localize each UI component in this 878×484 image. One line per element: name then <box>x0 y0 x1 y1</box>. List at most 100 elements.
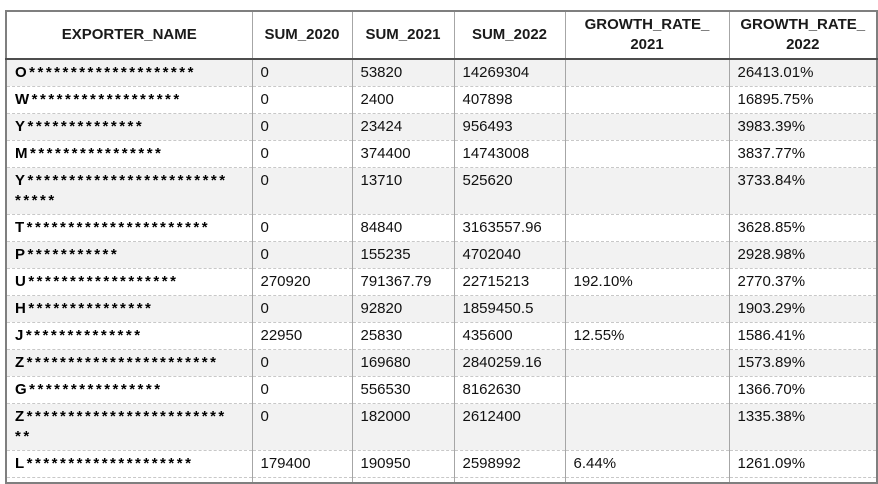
growth_2021-cell <box>564 214 730 242</box>
growth_2021-cell: 6.44% <box>564 450 730 478</box>
exporter-name-cell: Y***************************** <box>5 167 253 215</box>
sum_2022-cell: 4702040 <box>453 241 566 269</box>
growth_2022-cell: 26413.01% <box>728 59 878 87</box>
exporter-name-cell: O******************** <box>5 59 253 87</box>
table-row: T********************** 0 84840 3163557.96 3… <box>5 214 878 242</box>
table-row: L******************** 179400 190950 2598992… <box>5 450 878 478</box>
growth_2021-cell <box>564 349 730 377</box>
column-header-name: EXPORTER_NAME <box>5 11 253 60</box>
exporter-name-cell: Y************** <box>5 113 253 141</box>
table-row: J************** 22950 25830 435600 12.55% 158… <box>5 322 878 350</box>
growth_2021-cell: 192.10% <box>564 268 730 296</box>
growth_2021-cell <box>564 167 730 215</box>
exporter-name-cell: Z*********************** <box>5 349 253 377</box>
sum_2021-cell: 53820 <box>351 59 455 87</box>
sum_2022-cell: 1859450.5 <box>453 295 566 323</box>
exporter-name-cell: U****************** <box>5 268 253 296</box>
growth_2022-cell: 2928.98% <box>728 241 878 269</box>
report-sheet: EXPORTER_NAME SUM_2020 SUM_2021 SUM_2022 GRO… <box>5 10 878 484</box>
table-row: P*********** 0 155235 4702040 2928.98% <box>5 241 878 269</box>
sum_2022-cell: 525620 <box>453 167 566 215</box>
sum_2021-cell: 791367.79 <box>351 268 455 296</box>
column-header-growth_2021: GROWTH_RATE_ 2021 <box>564 11 730 60</box>
exporters-growth-table: EXPORTER_NAME SUM_2020 SUM_2021 SUM_2022 GRO… <box>5 10 878 484</box>
table-row: Y***************************** 0 13710 5256… <box>5 167 878 215</box>
exporter-name-cell: J************** <box>5 322 253 350</box>
growth_2022-cell: 2770.37% <box>728 268 878 296</box>
growth_2021-cell <box>564 295 730 323</box>
growth_2021-cell <box>564 376 730 404</box>
growth_2022-cell: 1586.41% <box>728 322 878 350</box>
sum_2021-cell: 23424 <box>351 113 455 141</box>
sum_2022-cell: 3163557.96 <box>453 214 566 242</box>
growth_2022-cell: 3733.84% <box>728 167 878 215</box>
sum_2020-cell: 0 <box>251 349 353 377</box>
growth_2022-cell: 1573.89% <box>728 349 878 377</box>
sum_2022-cell: 2598992 <box>453 450 566 478</box>
growth_2021-cell <box>564 86 730 114</box>
sum_2020-cell: 0 <box>251 376 353 404</box>
sum_2022-cell: 2840259.16 <box>453 349 566 377</box>
growth_2021-cell <box>564 59 730 87</box>
table-row: G**************** 0 556530 8162630 1366.70% <box>5 376 878 404</box>
sum_2022-cell: 407898 <box>453 86 566 114</box>
sum_2021-cell: 169680 <box>351 349 455 377</box>
growth_2022-cell: 1261.09% <box>728 450 878 478</box>
growth_2022-cell: 3983.39% <box>728 113 878 141</box>
sum_2022-cell: 8162630 <box>453 376 566 404</box>
partial-table-row <box>5 477 878 483</box>
column-header-sum_2020: SUM_2020 <box>251 11 353 60</box>
growth_2021-cell <box>564 140 730 168</box>
sum_2021-cell: 25830 <box>351 322 455 350</box>
sum_2020-cell: 0 <box>251 403 353 451</box>
empty-cell <box>5 477 253 483</box>
sum_2021-cell: 92820 <box>351 295 455 323</box>
sum_2022-cell: 22715213 <box>453 268 566 296</box>
empty-cell <box>351 477 455 483</box>
sum_2021-cell: 2400 <box>351 86 455 114</box>
table-header-row: EXPORTER_NAME SUM_2020 SUM_2021 SUM_2022 GRO… <box>5 11 878 60</box>
sum_2020-cell: 0 <box>251 241 353 269</box>
exporter-name-cell: L******************** <box>5 450 253 478</box>
sum_2020-cell: 0 <box>251 59 353 87</box>
sum_2020-cell: 0 <box>251 214 353 242</box>
growth_2022-cell: 16895.75% <box>728 86 878 114</box>
sum_2020-cell: 0 <box>251 86 353 114</box>
table-row: Z*********************** 0 169680 2840259.1… <box>5 349 878 377</box>
sum_2020-cell: 0 <box>251 113 353 141</box>
growth_2022-cell: 1366.70% <box>728 376 878 404</box>
sum_2020-cell: 270920 <box>251 268 353 296</box>
sum_2020-cell: 179400 <box>251 450 353 478</box>
sum_2021-cell: 374400 <box>351 140 455 168</box>
sum_2020-cell: 0 <box>251 167 353 215</box>
exporter-name-cell: T********************** <box>5 214 253 242</box>
growth_2022-cell: 1335.38% <box>728 403 878 451</box>
table-row: Z************************** 0 182000 261240… <box>5 403 878 451</box>
exporter-name-cell: Z************************** <box>5 403 253 451</box>
table-row: H*************** 0 92820 1859450.5 1903.29% <box>5 295 878 323</box>
table-row: M**************** 0 374400 14743008 3837.77% <box>5 140 878 168</box>
table-row: Y************** 0 23424 956493 3983.39% <box>5 113 878 141</box>
sum_2022-cell: 435600 <box>453 322 566 350</box>
growth_2022-cell: 3837.77% <box>728 140 878 168</box>
empty-cell <box>728 477 878 483</box>
sum_2022-cell: 956493 <box>453 113 566 141</box>
sum_2021-cell: 13710 <box>351 167 455 215</box>
table-row: W****************** 0 2400 407898 16895.75% <box>5 86 878 114</box>
sum_2020-cell: 22950 <box>251 322 353 350</box>
empty-cell <box>453 477 566 483</box>
sum_2020-cell: 0 <box>251 140 353 168</box>
column-header-sum_2021: SUM_2021 <box>351 11 455 60</box>
exporter-name-cell: W****************** <box>5 86 253 114</box>
sum_2021-cell: 155235 <box>351 241 455 269</box>
exporter-name-cell: M**************** <box>5 140 253 168</box>
growth_2021-cell <box>564 113 730 141</box>
growth_2022-cell: 3628.85% <box>728 214 878 242</box>
growth_2021-cell <box>564 241 730 269</box>
empty-cell <box>564 477 730 483</box>
sum_2020-cell: 0 <box>251 295 353 323</box>
sum_2021-cell: 84840 <box>351 214 455 242</box>
sum_2022-cell: 14269304 <box>453 59 566 87</box>
growth_2021-cell <box>564 403 730 451</box>
table-row: U****************** 270920 791367.79 227152… <box>5 268 878 296</box>
